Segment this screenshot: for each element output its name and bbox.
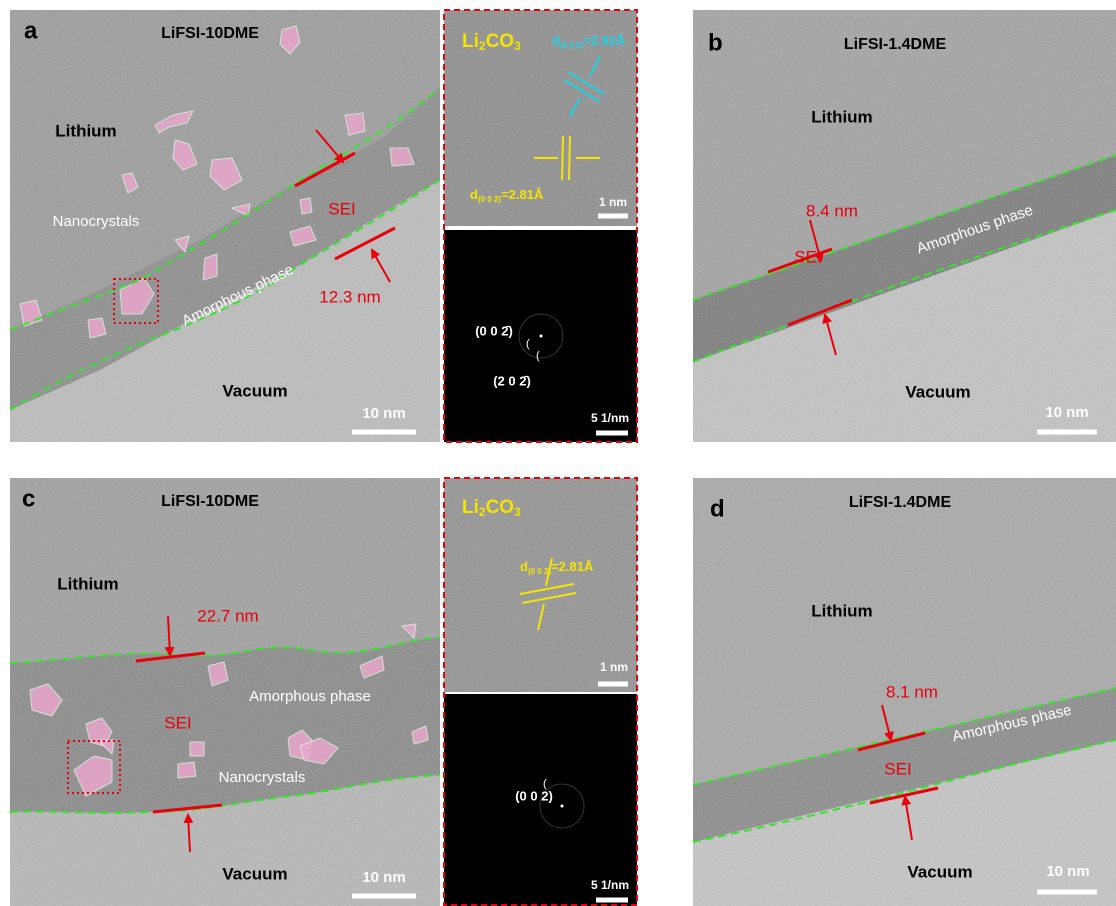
figure: a LiFSI-10DME Lithium Nanocrystals SEI A… [0,0,1116,906]
spot [561,805,564,808]
panel-title: LiFSI-10DME [161,493,259,510]
texture [10,478,440,906]
panel-label: a [24,17,38,44]
texture [693,10,1116,442]
panel-c: c LiFSI-10DME Lithium 22.7 nm Amorphous … [10,478,440,906]
annotation: Nanocrystals [53,213,140,230]
scale-label: 10 nm [362,405,405,422]
text-part: =2.81Å [501,187,544,202]
scale-label: 5 1/nm [591,878,629,892]
annotation: Amorphous phase [249,688,371,705]
region-label: Vacuum [222,381,287,400]
region-label: Lithium [57,574,118,593]
text-part: =2.92Å [583,33,626,48]
text-part: Li [462,31,479,52]
region-label: Vacuum [222,864,287,883]
spot [540,335,543,338]
inset-hrtem-c: Li2CO3 d(0 0 2)=2.81Å 1 nm [444,478,637,692]
text-part: d [470,187,478,202]
region-label: Lithium [811,107,872,126]
scale-label: 10 nm [362,869,405,886]
panel-d: d LiFSI-1.4DME Lithium 8.1 nm SEI Amorph… [693,478,1116,906]
inset-hrtem-a: Li2CO3 d(2 0 2̄)=2.92Å d(0 0 2̄)=2.81Å 1… [444,10,637,226]
thickness-label: 12.3 nm [319,287,380,306]
text-part: (0 0 2̄) [478,195,501,204]
shape [178,762,196,778]
spot-mark: ( [536,350,540,362]
text-part: =2.81Å [551,559,594,574]
scale-label: 1 nm [599,195,627,209]
thickness-label: 8.1 nm [886,682,938,701]
panel-title: LiFSI-1.4DME [849,494,952,511]
region-label: Lithium [55,121,116,140]
region-label: Lithium [811,601,872,620]
text-part: CO [486,497,515,518]
panel-title: LiFSI-10DME [161,25,259,42]
inset-fft-a: ( ( (0 0 2̄) (2 0 2̄) 5 1/nm [444,230,637,442]
phase-formula: Li2CO3 [462,497,521,519]
thickness-label: 22.7 nm [197,606,258,625]
annotation: SEI [794,247,821,266]
annotation: SEI [328,199,355,218]
panel-label: c [22,485,35,512]
shape [190,742,204,756]
shape [345,113,365,135]
scale-label: 10 nm [1045,404,1088,421]
panel-a: a LiFSI-10DME Lithium Nanocrystals SEI A… [10,10,440,442]
text-part: 3 [514,505,521,519]
scale-label: 5 1/nm [591,411,629,425]
annotation: SEI [884,759,911,778]
inset-fft-c: ( (0 0 2) 5 1/nm [444,694,637,906]
text-part: (2 0 2̄) [560,41,583,50]
text-part: d [552,33,560,48]
annotation: SEI [164,713,191,732]
phase-formula: Li2CO3 [462,31,521,53]
shape [203,254,217,280]
shape [569,136,570,180]
text-part: d [520,559,528,574]
panel-label: d [710,495,725,522]
shape [300,198,312,214]
panel-b: b LiFSI-1.4DME Lithium 8.4 nm SEI Amorph… [693,10,1116,442]
spot-label: (2 0 2̄) [493,373,531,388]
scale-label: 1 nm [600,660,628,674]
panel-title: LiFSI-1.4DME [844,36,947,53]
scale-label: 10 nm [1046,863,1089,880]
annotation: Nanocrystals [219,769,306,786]
spot-label: (0 0 2̄) [475,323,513,338]
region-label: Vacuum [907,862,972,881]
spot-mark: ( [526,338,530,350]
spot-label: (0 0 2) [515,788,553,803]
text-part: 3 [514,39,521,53]
text-part: Li [462,497,479,518]
text-part: CO [486,31,515,52]
shape [562,136,563,180]
thickness-label: 8.4 nm [806,201,858,220]
region-label: Vacuum [905,382,970,401]
panel-label: b [708,29,723,56]
